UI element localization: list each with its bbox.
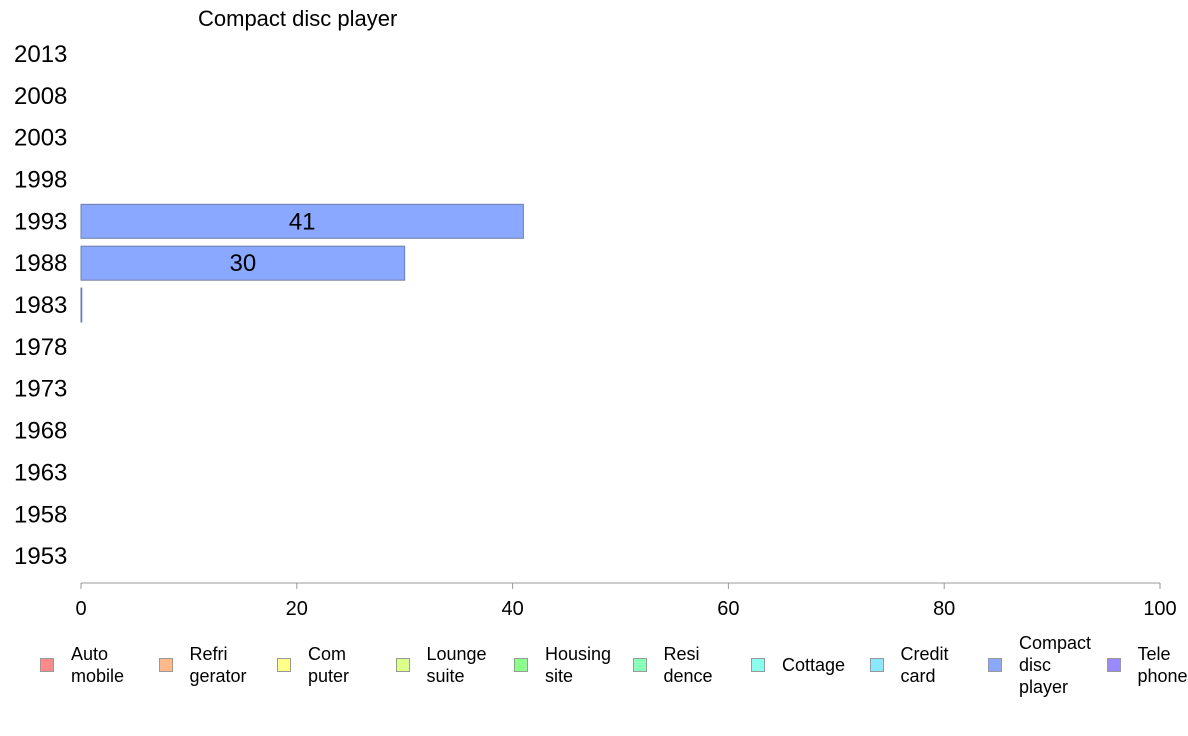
y-tick-label: 1978 <box>14 334 67 361</box>
legend-label: Housing site <box>545 644 612 686</box>
bar <box>80 287 83 323</box>
bar-chart: 2013 2008 2003 1998 1993 1988 1983 1978 1973 1968… <box>14 41 1177 620</box>
legend-swatch <box>869 658 884 672</box>
legend-label: Auto mobile <box>71 644 125 686</box>
legend-label: Tele phone <box>1137 644 1188 686</box>
x-tick-label: 80 <box>933 598 955 620</box>
legend-swatch <box>988 658 1002 672</box>
legend-item: Cottage <box>751 654 845 676</box>
x-tick-label: 20 <box>286 598 308 620</box>
legend-label: Com puter <box>308 644 350 686</box>
legend-label: Refri gerator <box>189 644 247 686</box>
legend-swatch <box>40 658 54 672</box>
y-tick-label: 2008 <box>14 83 67 110</box>
legend-label: Compact disc player <box>1019 633 1092 697</box>
legend-swatch <box>514 658 528 672</box>
legend-swatch <box>395 658 410 672</box>
legend-swatch <box>751 658 765 672</box>
legend-swatch <box>277 658 291 672</box>
y-tick-label: 1973 <box>14 376 67 403</box>
legend-swatch <box>632 658 647 672</box>
y-tick-label: 1963 <box>14 459 67 486</box>
bar-data-label: 30 <box>229 250 256 277</box>
y-tick-label: 1993 <box>14 208 67 235</box>
legend-label: Credit card <box>900 644 949 686</box>
legend-item: Compact disc player <box>988 632 1091 698</box>
y-tick-label: 1968 <box>14 418 67 445</box>
x-tick-label: 100 <box>1143 598 1176 620</box>
chart-title: Compact disc player <box>198 6 398 31</box>
bar <box>80 245 406 281</box>
x-tick-label: 40 <box>501 598 523 620</box>
legend-label: Lounge suite <box>426 644 487 686</box>
x-tick-label: 0 <box>75 598 86 620</box>
legend-item: Lounge suite <box>395 643 487 687</box>
legend-item: Tele phone <box>1106 643 1188 687</box>
x-tick-label: 60 <box>717 598 739 620</box>
bar-data-label: 41 <box>289 208 316 235</box>
y-tick-label: 1998 <box>14 166 67 193</box>
y-tick-label: 2003 <box>14 125 67 152</box>
legend-swatch <box>1106 658 1121 672</box>
legend-item: Refri gerator <box>158 643 247 687</box>
y-tick-label: 1983 <box>14 292 67 319</box>
legend-item: Housing site <box>514 643 611 687</box>
y-tick-label: 1953 <box>14 543 67 570</box>
legend-item: Auto mobile <box>40 643 124 687</box>
y-tick-label: 1988 <box>14 250 67 277</box>
legend-label: Cottage <box>782 655 846 675</box>
bar <box>80 203 524 239</box>
legend-item: Resi dence <box>632 643 713 687</box>
legend-label: Resi dence <box>663 644 713 686</box>
y-tick-label: 1958 <box>14 501 67 528</box>
legend-item: Com puter <box>277 643 349 687</box>
legend-swatch <box>158 658 173 672</box>
legend: Auto mobile Refri gerator Com puter Lounge … <box>0 630 1188 710</box>
y-tick-label: 2013 <box>14 41 67 68</box>
legend-item: Credit card <box>869 643 949 687</box>
